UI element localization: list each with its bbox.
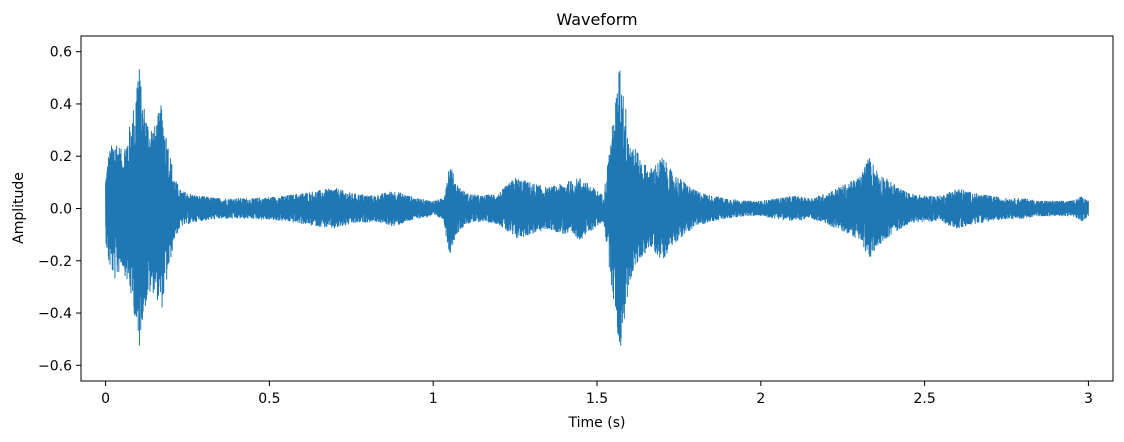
- y-tick-label: 0.4: [50, 97, 72, 113]
- series-layer: [105, 69, 1089, 346]
- y-tick-label: 0.2: [50, 149, 72, 165]
- y-tick-label: −0.6: [38, 358, 72, 374]
- chart-title: Waveform: [556, 10, 637, 29]
- x-tick-label: 3: [1084, 391, 1093, 407]
- y-tick-label: 0.0: [50, 202, 72, 218]
- x-tick-label: 2: [756, 391, 765, 407]
- y-tick-label: −0.2: [38, 254, 72, 270]
- x-tick-label: 0.5: [258, 391, 280, 407]
- y-axis-label: Amplitude: [11, 172, 27, 244]
- x-tick-label: 0: [101, 391, 110, 407]
- x-tick-label: 1.5: [586, 391, 608, 407]
- x-tick-label: 1: [429, 391, 438, 407]
- y-axis: −0.6 −0.4 −0.2 0.0 0.2 0.4 0.6: [38, 45, 81, 374]
- x-axis-label: Time (s): [568, 415, 626, 431]
- y-tick-label: 0.6: [50, 45, 72, 61]
- x-axis: 0 0.5 1 1.5 2 2.5 3: [101, 381, 1093, 407]
- waveform-line: [105, 69, 1089, 346]
- x-tick-label: 2.5: [913, 391, 935, 407]
- y-tick-label: −0.4: [38, 306, 72, 322]
